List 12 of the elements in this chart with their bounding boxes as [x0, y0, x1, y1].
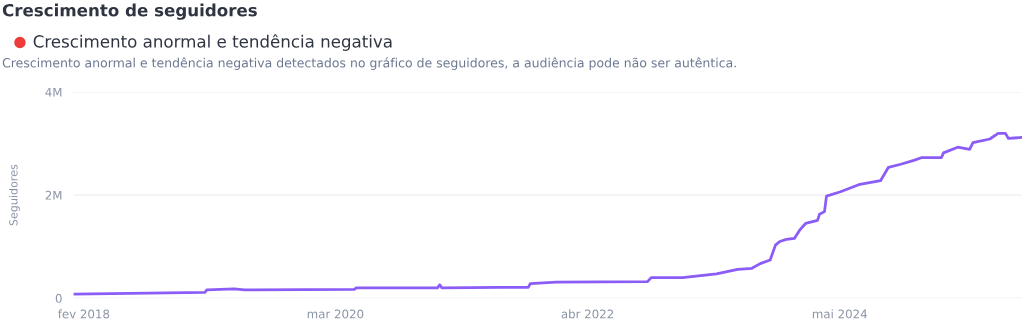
y-tick-label: 4M [45, 88, 62, 97]
text: Crescimento anormal e tendência negativa detectados no gráfico de seguidores, a audiência pode não ser autêntica. [2, 57, 736, 70]
chart-title: Crescimento de seguidores [2, 3, 257, 20]
line-series [73, 131, 1022, 296]
x-tick-label: fev 2018 [58, 309, 110, 319]
y-tick-label: 2M [45, 190, 62, 200]
chart-subtitle: Crescimento anormal e tendência negativa [33, 34, 392, 51]
y-axis-title: Seguidores [9, 164, 20, 226]
y-tick-label: 0 [55, 293, 62, 303]
x-tick-label: abr 2022 [561, 309, 614, 319]
x-tick-label: mar 2020 [307, 309, 364, 319]
x-tick-label: mai 2024 [812, 309, 867, 319]
